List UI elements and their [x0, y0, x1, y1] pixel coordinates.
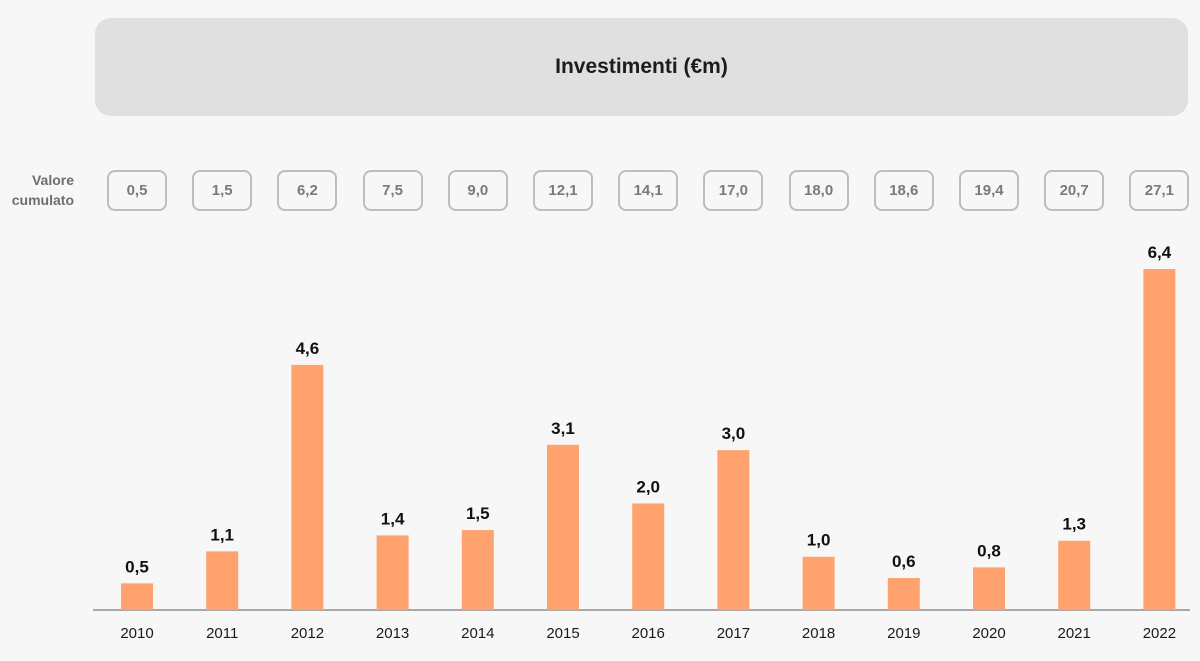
value-label-2014: 1,5 — [466, 504, 490, 523]
cumulative-value-2013: 7,5 — [362, 170, 423, 211]
cumulative-value-2020: 19,4 — [959, 170, 1019, 211]
bar-2021 — [1058, 540, 1091, 610]
bar-2011 — [206, 551, 239, 610]
value-label-2013: 1,4 — [381, 509, 405, 528]
cumulative-value-2019: 18,6 — [873, 170, 934, 211]
value-label-2012: 4,6 — [296, 339, 320, 358]
cumulative-value-2010: 0,5 — [107, 170, 167, 211]
chart-title: Investimenti (€m) — [555, 55, 728, 78]
x-tick-label-2016: 2016 — [632, 625, 665, 642]
x-tick-label-2015: 2015 — [546, 625, 579, 642]
cumulative-value-2018: 18,0 — [788, 170, 849, 211]
x-tick-label-2011: 2011 — [206, 625, 238, 642]
chart-title-box: Investimenti (€m) — [95, 18, 1188, 116]
x-tick-label-2014: 2014 — [461, 625, 494, 642]
value-label-2021: 1,3 — [1062, 515, 1086, 534]
bar-2012 — [291, 364, 324, 610]
cumulative-label-line2: cumulato — [11, 192, 74, 208]
cumulative-values-row: 0,5 1,5 6,2 7,5 9,0 12,1 14,1 17,0 18,0 18,6 19,4 2… — [0, 170, 1200, 211]
bar-2010 — [121, 583, 153, 610]
bar-2020 — [973, 567, 1005, 610]
bar-2022 — [1143, 269, 1176, 610]
x-tick-label-2021: 2021 — [1058, 625, 1091, 642]
cumulative-value-2016: 14,1 — [618, 170, 679, 211]
cumulative-value-2017: 17,0 — [703, 170, 764, 211]
cumulative-value-2022: 27,1 — [1129, 170, 1190, 211]
value-label-2020: 0,8 — [977, 541, 1001, 560]
bar-2019 — [887, 578, 920, 610]
cumulative-value-2015: 12,1 — [533, 170, 593, 211]
x-tick-label-2019: 2019 — [887, 625, 920, 642]
value-label-2016: 2,0 — [636, 477, 660, 496]
cumulative-value-2014: 9,0 — [447, 170, 508, 211]
x-tick-label-2013: 2013 — [376, 625, 409, 642]
value-label-2015: 3,1 — [551, 419, 575, 438]
x-tick-label-2020: 2020 — [972, 625, 1005, 642]
value-label-2010: 0,5 — [125, 557, 149, 576]
x-tick-label-2017: 2017 — [717, 625, 750, 642]
value-label-2022: 6,4 — [1148, 243, 1172, 262]
x-tick-label-2012: 2012 — [291, 625, 324, 642]
bar-2016 — [632, 503, 665, 610]
cumulative-label-line1: Valore — [31, 172, 74, 188]
cumulative-value-2012: 6,2 — [277, 170, 338, 211]
cumulative-value-2011: 1,5 — [192, 170, 253, 211]
value-label-2017: 3,0 — [722, 424, 746, 443]
value-label-2019: 0,6 — [892, 552, 916, 571]
bar-2017 — [717, 450, 750, 610]
value-label-2018: 1,0 — [807, 531, 831, 550]
cumulative-row-label: Valore cumulato — [10, 170, 74, 210]
bar-2015 — [547, 444, 579, 610]
value-label-2011: 1,1 — [210, 525, 234, 544]
bar-2014 — [461, 530, 494, 610]
x-tick-label-2018: 2018 — [802, 625, 835, 642]
x-tick-label-2022: 2022 — [1143, 625, 1176, 642]
cumulative-value-2021: 20,7 — [1044, 170, 1105, 211]
bar-2013 — [376, 535, 409, 610]
x-tick-label-2010: 2010 — [120, 625, 153, 642]
bar-2018 — [802, 556, 835, 610]
